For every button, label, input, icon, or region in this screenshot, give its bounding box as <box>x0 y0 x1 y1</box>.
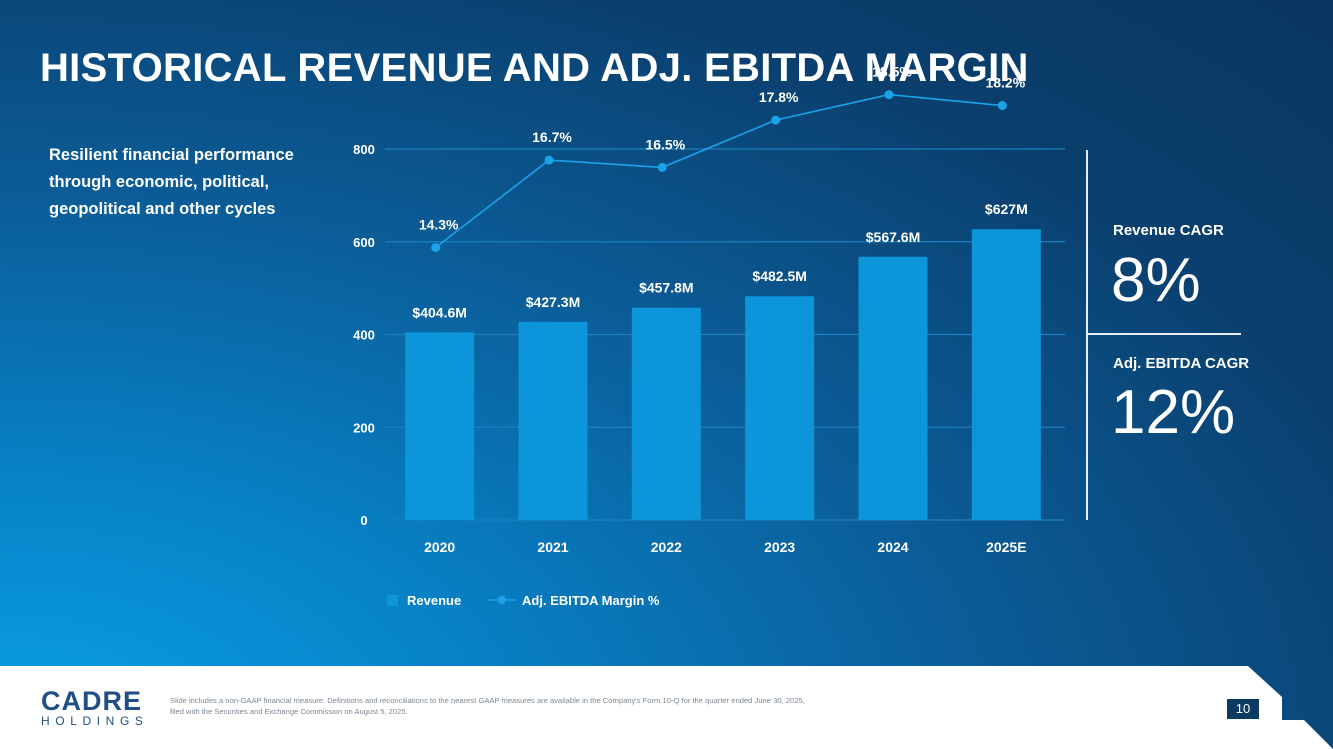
x-tick-label-2022: 2022 <box>651 539 682 555</box>
margin-point-2020 <box>431 242 441 252</box>
footer <box>0 666 1333 749</box>
margin-label-2020: 14.3% <box>419 216 459 232</box>
y-tick-label-3: 600 <box>353 235 375 250</box>
revenue-label-2025E: $627M <box>985 201 1028 217</box>
x-tick-label-2024: 2024 <box>877 539 908 555</box>
legend-margin-swatch <box>488 596 516 604</box>
y-tick-label-4: 800 <box>353 142 375 157</box>
x-tick-label-2023: 2023 <box>764 539 795 555</box>
x-tick-label-2021: 2021 <box>537 539 568 555</box>
margin-point-2024 <box>884 90 894 100</box>
revenue-cagr-value: 8% <box>1111 246 1201 315</box>
revenue-label-2023: $482.5M <box>752 268 806 284</box>
revenue-bar-2021 <box>518 321 588 520</box>
page-title: HISTORICAL REVENUE AND ADJ. EBITDA MARGI… <box>40 46 1029 90</box>
margin-point-2021 <box>544 155 554 165</box>
legend-revenue: Revenue <box>387 593 461 608</box>
footer-background <box>0 666 1333 749</box>
revenue-bar-2024 <box>858 256 928 520</box>
revenue-bar-2023 <box>745 296 815 520</box>
legend-revenue-label: Revenue <box>407 593 462 608</box>
revenue-label-2022: $457.8M <box>639 280 693 296</box>
revenue-label-2020: $404.6M <box>412 304 466 320</box>
revenue-label-2024: $567.6M <box>866 229 920 245</box>
ebitda-cagr-value: 12% <box>1111 378 1236 447</box>
margin-line <box>435 93 1003 249</box>
legend-margin: Adj. EBITDA Margin % <box>488 593 659 608</box>
company-logo: CADRE HOLDINGS <box>41 686 149 729</box>
margin-point-2022 <box>657 162 667 172</box>
margin-label-2025E: 18.2% <box>985 75 1025 91</box>
margin-point-2023 <box>771 115 781 125</box>
y-tick-label-0: 0 <box>360 513 367 528</box>
legend-margin-label: Adj. EBITDA Margin % <box>522 593 660 608</box>
logo-wordmark: CADRE <box>41 686 143 716</box>
ebitda-cagr-label: Adj. EBITDA CAGR <box>1113 355 1250 372</box>
y-tick-label-1: 200 <box>353 420 375 435</box>
x-tick-label-2020: 2020 <box>424 539 455 555</box>
x-tick-label-2025E: 2025E <box>986 539 1026 555</box>
margin-label-2022: 16.5% <box>645 136 685 152</box>
slide-subtitle: Resilient financial performance through … <box>49 146 294 218</box>
footnote: Slide includes a non-GAAP financial meas… <box>170 696 805 716</box>
kpi-divider-horizontal <box>1088 333 1241 335</box>
margin-label-2024: 18.5% <box>872 64 912 80</box>
margin-point-2025E <box>997 101 1007 111</box>
revenue-cagr-label: Revenue CAGR <box>1113 222 1224 239</box>
revenue-bar-2022 <box>631 307 701 520</box>
revenue-label-2021: $427.3M <box>526 294 580 310</box>
y-tick-label-2: 400 <box>353 328 375 343</box>
legend-revenue-swatch <box>387 595 398 606</box>
revenue-margin-chart: 0 200 400 600 800 $404.6M 2020 $427.3M 2021 $457.… <box>353 64 1065 555</box>
margin-label-2023: 17.8% <box>759 89 799 105</box>
margin-label-2021: 16.7% <box>532 129 572 145</box>
page-number: 10 <box>1227 699 1259 719</box>
kpi-divider-vertical <box>1086 150 1088 520</box>
logo-subtitle: HOLDINGS <box>41 714 149 728</box>
revenue-bar-2025E <box>971 229 1041 520</box>
revenue-bar-2020 <box>405 332 475 520</box>
